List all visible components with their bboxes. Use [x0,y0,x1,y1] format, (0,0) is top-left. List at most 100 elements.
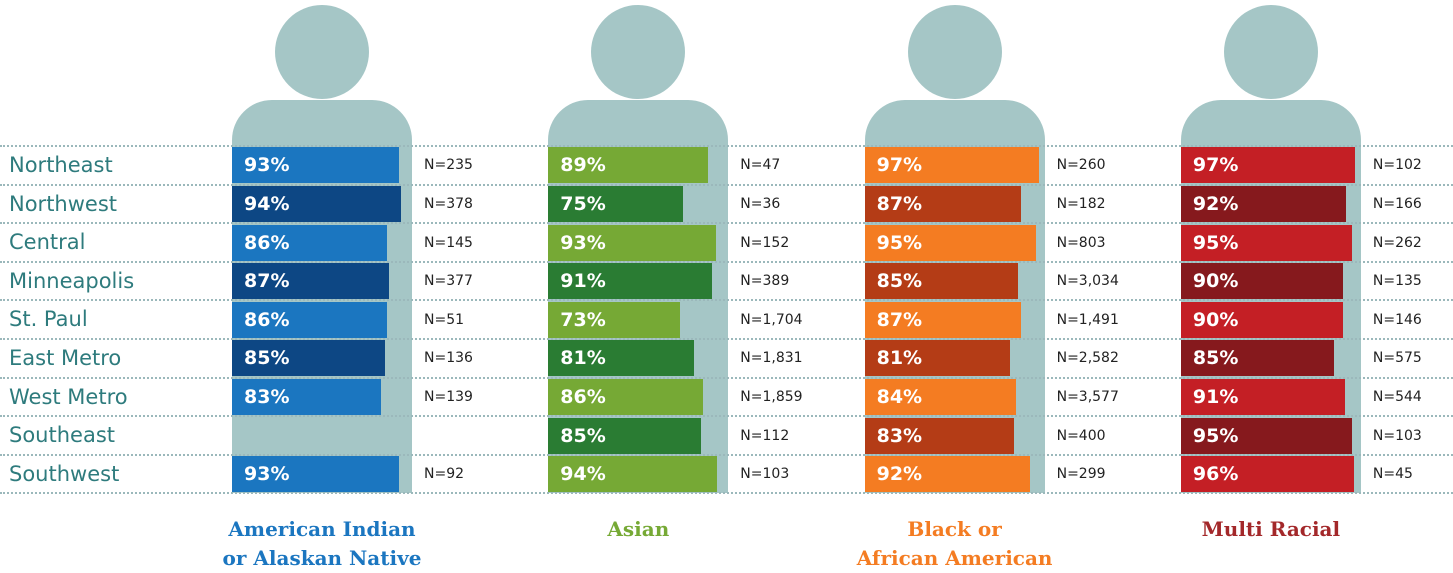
n-label: N=377 [424,273,473,290]
n-label: N=51 [424,311,465,328]
value-label: 91% [1192,385,1239,408]
bar [1180,224,1352,261]
bar [1180,301,1343,338]
head [591,5,686,99]
bar [232,224,387,261]
bar [548,185,684,222]
value-label: 83% [876,424,923,447]
row-label: Central [9,230,86,255]
n-label: N=166 [1372,195,1422,212]
row-label: St. Paul [9,307,88,332]
bar [548,378,704,415]
n-label: N=235 [424,157,473,174]
n-label: N=103 [1372,427,1422,444]
group-label: American Indian or Alaskan Native [222,517,422,570]
bar [1180,456,1354,493]
bar [864,456,1031,493]
value-label: 95% [1192,424,1239,447]
value-label: 75% [560,192,606,215]
value-label: 95% [1192,231,1239,254]
value-label: 94% [560,463,606,486]
n-label: N=152 [740,234,790,251]
value-label: 90% [1192,308,1239,331]
n-label: N=145 [424,234,473,251]
value-label: 95% [876,231,923,254]
head [275,5,369,99]
row-divider [0,415,1453,418]
row-divider [0,222,1453,225]
value-label: 81% [876,347,923,370]
row-label: Minneapolis [9,268,135,293]
value-label: 85% [876,270,923,293]
bar [232,378,382,415]
bar [1180,147,1356,184]
bar [548,301,680,338]
value-label: 85% [560,424,606,447]
value-label: 97% [876,154,923,177]
n-label: N=262 [1372,234,1422,251]
row-label: Northeast [9,153,113,177]
group-label: Asian [607,517,670,541]
n-label: N=2,582 [1056,350,1119,367]
row-divider [0,338,1453,340]
n-label: N=103 [740,466,790,483]
row-divider [0,492,1453,495]
n-label: N=575 [1372,350,1422,367]
n-label: N=389 [740,273,790,290]
bar [864,263,1018,300]
n-label: N=299 [1056,466,1106,483]
value-label: 87% [244,270,290,293]
value-label: 87% [876,192,923,215]
bar [548,456,718,493]
value-label: 86% [244,308,290,331]
n-label: N=803 [1056,234,1106,251]
bar [232,340,385,377]
bar [864,340,1011,377]
value-label: 86% [560,385,606,408]
row-label: West Metro [9,384,128,409]
bar [548,147,709,184]
bar [864,378,1016,415]
value-label: 93% [560,231,606,254]
n-label: N=400 [1056,427,1106,444]
row-label: Southeast [9,423,115,448]
bar [864,417,1014,454]
bar [548,417,702,454]
row-divider [0,299,1453,302]
value-label: 84% [876,385,923,408]
n-label: N=544 [1372,388,1422,405]
group-label: Multi Racial [1201,517,1341,541]
n-label: N=1,491 [1056,311,1119,328]
row-divider [0,145,1453,147]
row-divider [0,260,1453,263]
n-label: N=1,704 [740,311,803,328]
row-label: Northwest [9,191,118,216]
bar [1180,340,1334,377]
n-label: N=45 [1372,466,1413,483]
n-label: N=146 [1372,311,1422,328]
n-label: N=3,034 [1056,273,1119,290]
n-label: N=112 [740,427,790,444]
n-label: N=3,577 [1056,388,1119,405]
row-divider [0,453,1453,456]
value-label: 89% [560,154,606,177]
n-label: N=182 [1056,195,1106,212]
bar [864,185,1022,222]
bar [548,340,695,377]
bar [864,147,1040,184]
bar [232,456,400,493]
bar [864,224,1036,261]
value-label: 93% [244,463,290,486]
n-label: N=102 [1372,157,1422,174]
bar [548,224,716,261]
n-label: N=136 [424,350,473,367]
bar [1180,185,1347,222]
value-label: 96% [1192,463,1239,486]
value-label: 81% [560,347,606,370]
n-label: N=1,831 [740,350,803,367]
n-label: N=47 [740,157,781,174]
value-label: 73% [560,308,606,331]
value-label: 94% [244,192,290,215]
n-label: N=378 [424,195,473,212]
